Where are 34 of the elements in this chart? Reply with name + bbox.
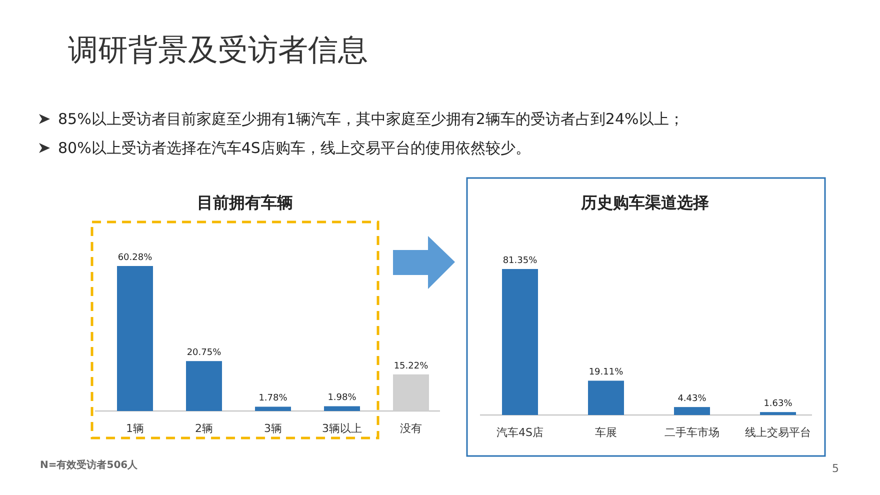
x-tick-label: 2辆 [195,422,213,435]
x-tick-label: 3辆 [264,422,282,435]
data-label: 15.22% [394,361,429,372]
data-label: 20.75% [186,348,222,358]
bar [588,380,624,415]
bar [255,406,291,411]
data-label: 4.43% [678,394,707,404]
data-label: 81.35% [502,256,538,266]
x-tick-label: 汽车4S店 [496,426,544,439]
x-tick-label: 二手车市场 [664,426,720,439]
x-tick-label: 线上交易平台 [745,426,811,439]
text: 5 [832,462,839,475]
chart-title: 历史购车渠道选择 [580,193,709,212]
text: 80%以上受访者选择在汽车4S店购车，线上交易平台的使用依然较少。 [58,139,530,157]
bar [502,269,538,415]
data-label: 1.98% [328,393,357,404]
chart-title: 目前拥有车辆 [197,193,293,212]
data-label: 19.11% [588,368,624,378]
x-tick-label: 没有 [400,422,422,435]
data-label: 60.28% [118,253,153,263]
bar [117,266,153,411]
x-tick-label: 1辆 [126,422,144,435]
text: N=有效受访者506人 [40,459,139,471]
data-label: 1.63% [764,399,793,410]
text: 调研背景及受访者信息 [68,33,368,68]
x-tick-label: 3辆以上 [322,422,362,435]
bar [760,412,796,415]
data-label: 1.78% [258,394,288,404]
x-tick-label: 车展 [595,426,617,439]
bar [393,374,429,411]
bar [324,406,360,411]
bar [186,361,222,411]
bar [674,407,710,415]
text: 85%以上受访者目前家庭至少拥有1辆汽车，其中家庭至少拥有2辆车的受访者占到24%以上； [58,110,684,128]
